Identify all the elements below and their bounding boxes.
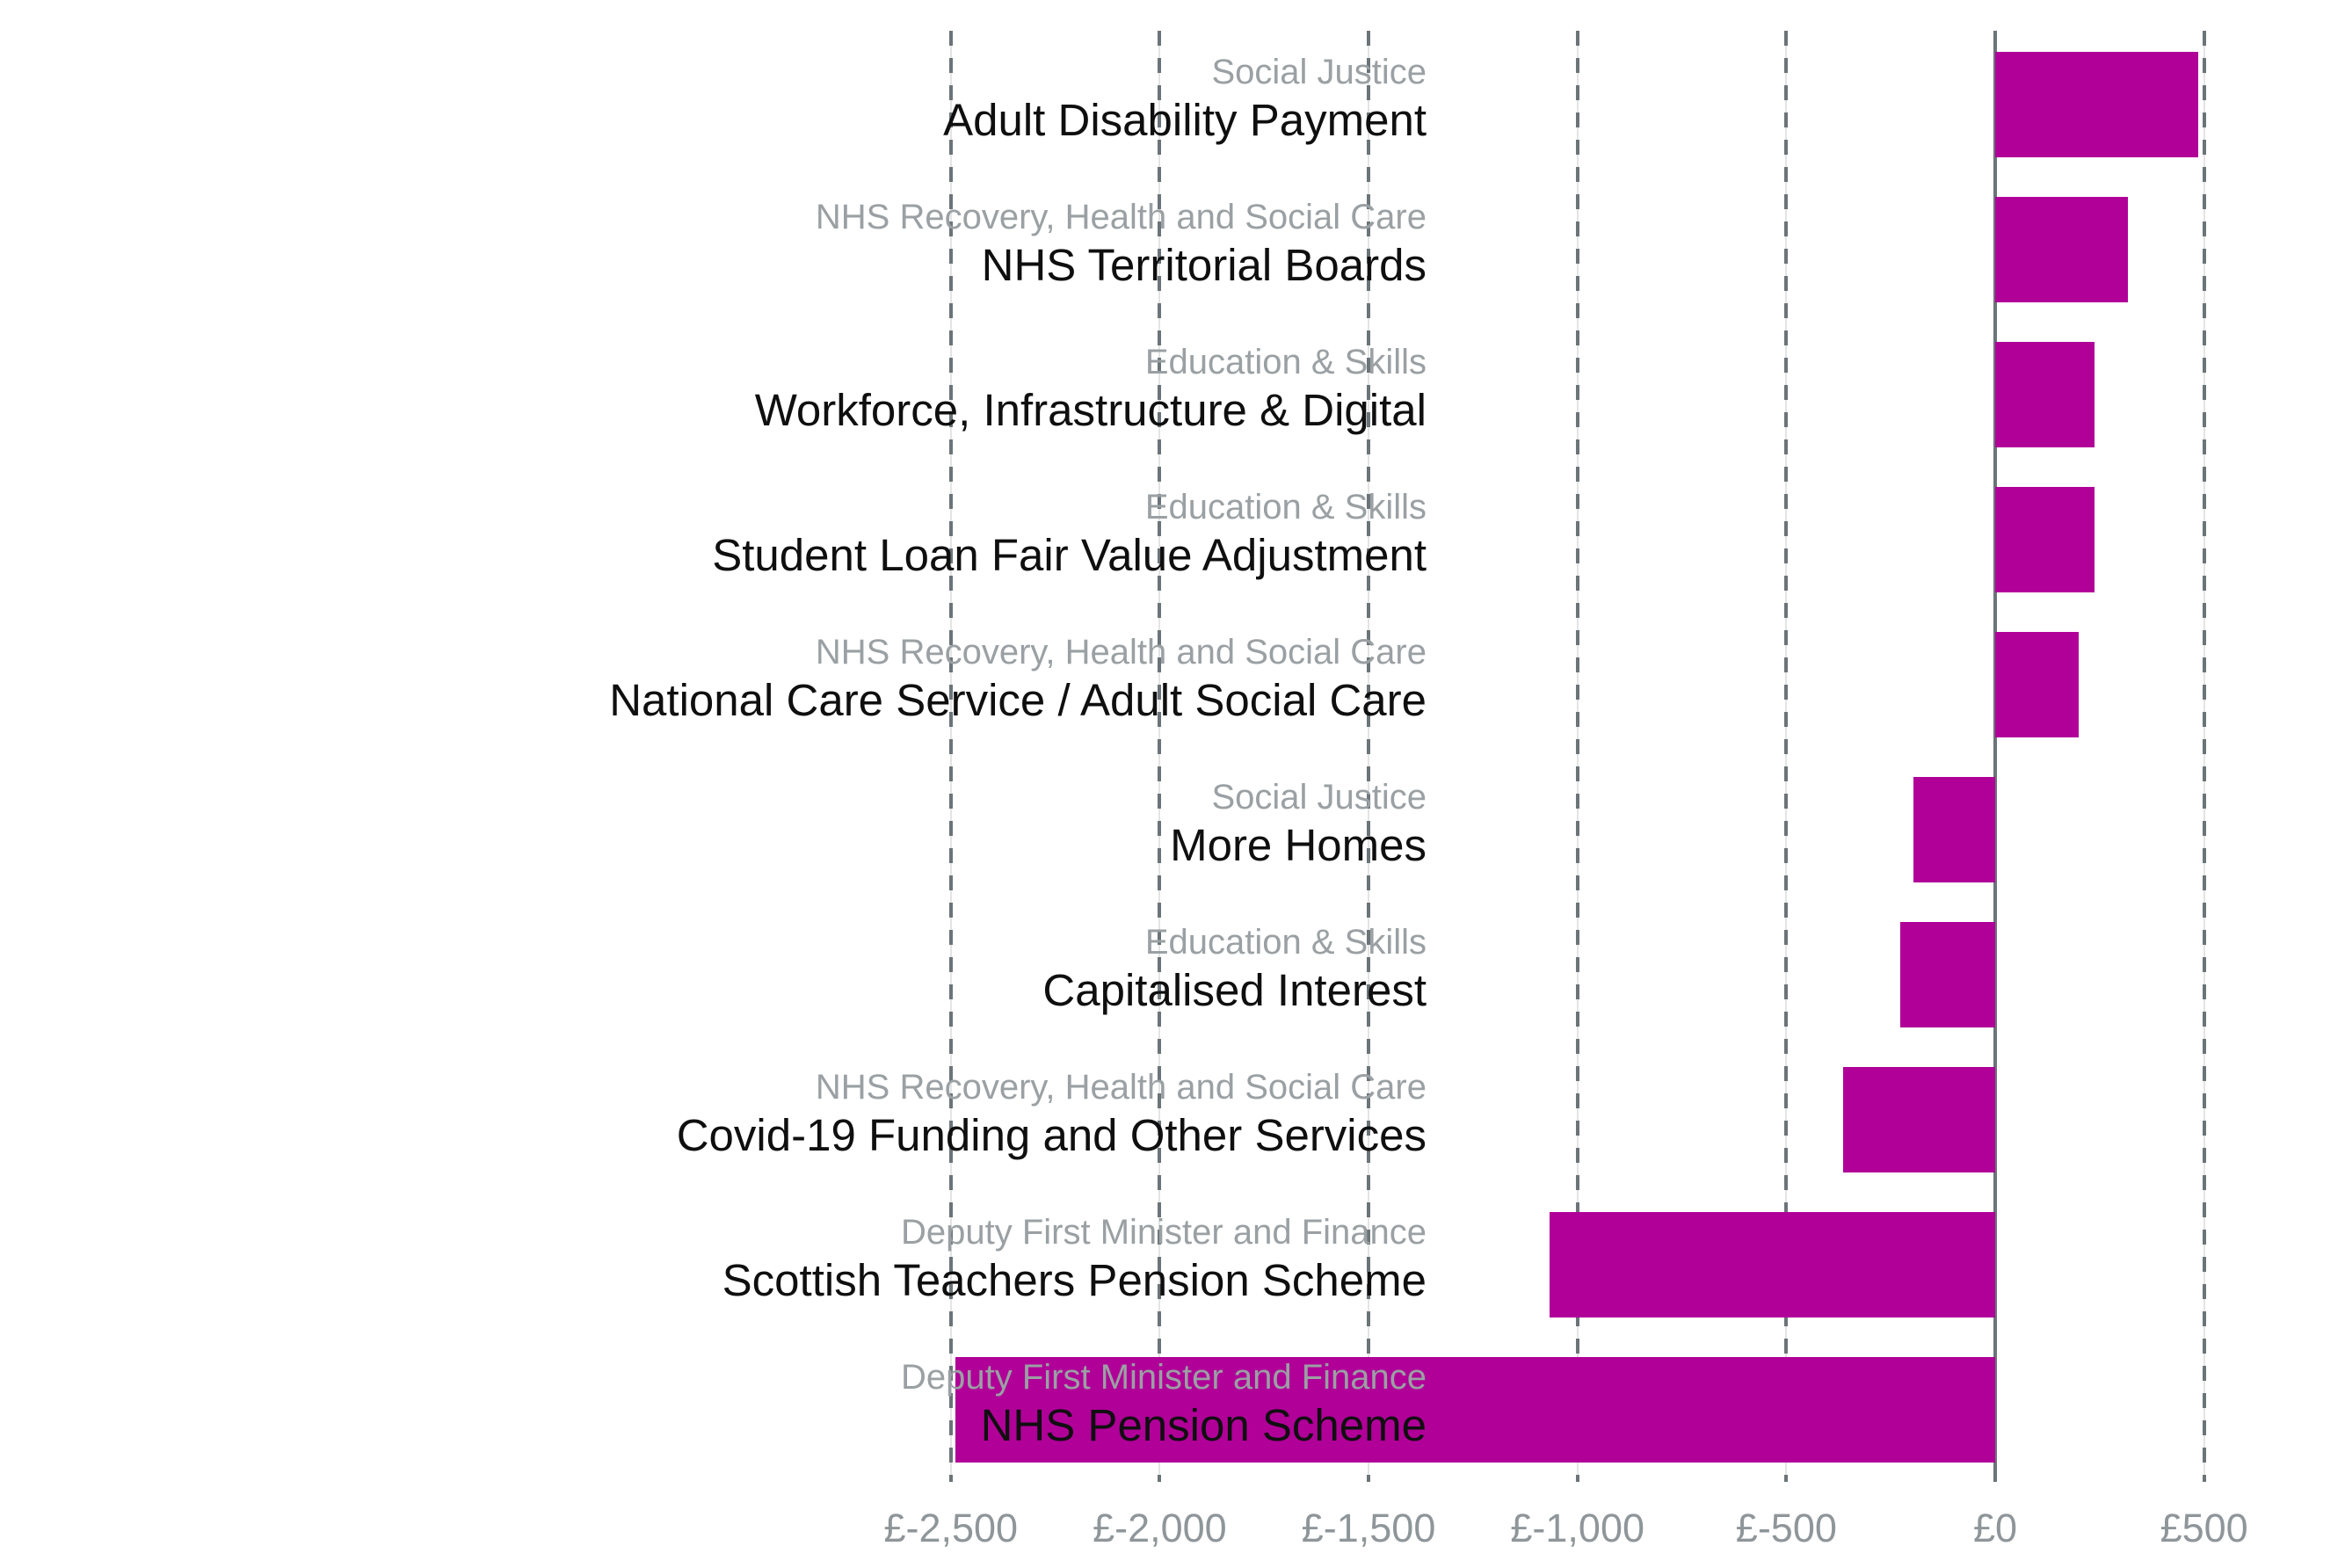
x-tick-label: £-1,000: [1510, 1506, 1644, 1550]
gridline-dashed: [1367, 31, 1371, 1482]
zero-axis-line: [1993, 31, 1997, 1482]
bar: [1995, 52, 2198, 157]
bar: [1842, 1067, 1995, 1172]
bar: [1900, 922, 1995, 1027]
programme-label: Student Loan Fair Value Adjustment: [712, 530, 1427, 580]
x-tick-label: £500: [2160, 1506, 2248, 1550]
portfolio-label: NHS Recovery, Health and Social Care: [815, 1068, 1427, 1107]
x-tick-label: £-1,500: [1301, 1506, 1436, 1550]
row-label: NHS Recovery, Health and Social Care Nati…: [609, 630, 1427, 727]
portfolio-label: Social Justice: [1211, 778, 1427, 817]
programme-label: Workforce, Infrastructure & Digital: [754, 385, 1427, 435]
gridline-dashed: [1158, 31, 1162, 1482]
row-label: Social Justice More Homes: [1170, 775, 1427, 872]
gridline-dashed: [948, 31, 953, 1482]
gridline-dashed: [1784, 31, 1789, 1482]
row-label: Education & Skills Student Loan Fair Valu…: [712, 485, 1427, 582]
row-label: Education & Skills Workforce, Infrastruct…: [755, 340, 1427, 437]
bar: [1549, 1212, 1995, 1318]
row-label: Social Justice Adult Disability Payment: [943, 50, 1427, 147]
gridline-dashed: [1575, 31, 1579, 1482]
portfolio-label: Education & Skills: [1144, 923, 1427, 962]
bar: [1995, 197, 2129, 302]
programme-label: Covid-19 Funding and Other Services: [676, 1110, 1427, 1160]
x-tick-label: £-500: [1735, 1506, 1837, 1550]
row-label: Education & Skills Capitalised Interest: [1042, 920, 1427, 1017]
programme-label: Scottish Teachers Pension Scheme: [722, 1255, 1427, 1305]
portfolio-label: NHS Recovery, Health and Social Care: [815, 633, 1427, 671]
bar: [1995, 342, 2095, 447]
portfolio-label: Deputy First Minister and Finance: [900, 1358, 1427, 1397]
bar: [955, 1357, 1995, 1463]
portfolio-label: Social Justice: [1211, 53, 1427, 91]
bar: [1995, 487, 2095, 592]
row-label: NHS Recovery, Health and Social Care Covi…: [677, 1065, 1427, 1162]
programme-label: More Homes: [1170, 820, 1427, 870]
row-label: Deputy First Minister and Finance Scottis…: [722, 1210, 1427, 1307]
row-label: Deputy First Minister and Finance NHS Pen…: [901, 1355, 1427, 1452]
x-tick-label: £0: [1972, 1506, 2018, 1550]
programme-label: NHS Territorial Boards: [981, 240, 1427, 290]
portfolio-label: Education & Skills: [1144, 343, 1427, 381]
bar: [1913, 777, 1995, 882]
x-tick-label: £-2,500: [883, 1506, 1019, 1550]
programme-label: Capitalised Interest: [1042, 965, 1427, 1015]
bar: [1995, 632, 2080, 737]
gridline-dashed: [2202, 31, 2206, 1482]
programme-label: NHS Pension Scheme: [980, 1400, 1427, 1450]
portfolio-label: Education & Skills: [1144, 488, 1427, 526]
portfolio-label: Deputy First Minister and Finance: [900, 1213, 1427, 1252]
x-tick-label: £-2,000: [1093, 1506, 1227, 1550]
programme-label: Adult Disability Payment: [943, 95, 1427, 145]
portfolio-label: NHS Recovery, Health and Social Care: [815, 198, 1427, 236]
row-label: NHS Recovery, Health and Social Care NHS …: [816, 195, 1427, 292]
programme-label: National Care Service / Adult Social Car…: [609, 675, 1427, 725]
